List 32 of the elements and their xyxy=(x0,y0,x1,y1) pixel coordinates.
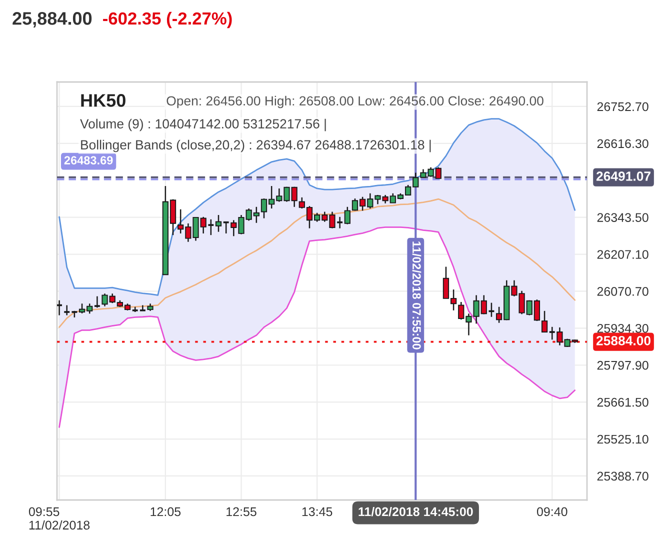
annotation: Open: 26456.00 High: 26508.00 Low: 26456.00 Close: 26490.00 xyxy=(166,96,544,108)
chart-title: 25,884.00 xyxy=(12,12,92,28)
y-tick-label: 25797.90 xyxy=(597,360,648,370)
candlestick xyxy=(215,214,222,232)
ref-line-label: 25884.00 xyxy=(596,336,650,346)
x-tick-label: 09:40 xyxy=(536,507,568,516)
y-tick-label: 25388.70 xyxy=(597,472,648,481)
y-tick-label: 26343.50 xyxy=(597,213,648,222)
ref-line-label: 11/02/2018 07:55:00 xyxy=(412,242,422,350)
x-tick-label: 09:55 11/02/2018 xyxy=(28,507,90,530)
line-series xyxy=(58,226,576,428)
y-tick-label: 25934.30 xyxy=(597,324,648,333)
y-tick-label: 26070.70 xyxy=(597,287,648,296)
x-tick-label: 13:45 xyxy=(302,507,332,516)
y-tick-label: 26616.30 xyxy=(597,139,648,148)
y-tick-label: 26752.70 xyxy=(597,102,648,112)
y-tick-label: 25525.10 xyxy=(597,434,648,444)
x-tick-label: 11/02/2018 14:45:00 xyxy=(358,506,473,516)
ref-line-label: 26483.69 xyxy=(64,156,113,165)
annotation: HK50 xyxy=(81,94,126,107)
y-tick-label: 26207.10 xyxy=(597,250,648,259)
chart-subtitle: -602.35 (-2.27%) xyxy=(103,12,232,28)
x-tick-label: 12:05 xyxy=(150,507,181,516)
annotation: Volume (9) : 104047142.00 53125217.56 | xyxy=(80,118,326,132)
annotation: Bollinger Bands (close,20,2) : 26394.67 26488.1726301.18 | xyxy=(81,140,431,152)
candlestick xyxy=(63,304,70,316)
candlestick xyxy=(541,310,548,333)
x-tick-label: 12:55 xyxy=(226,507,256,516)
y-tick-label: 25661.50 xyxy=(597,398,648,407)
ref-line-label: 26491.07 xyxy=(596,172,650,181)
candlestick xyxy=(57,300,63,316)
candlestick xyxy=(94,296,101,308)
